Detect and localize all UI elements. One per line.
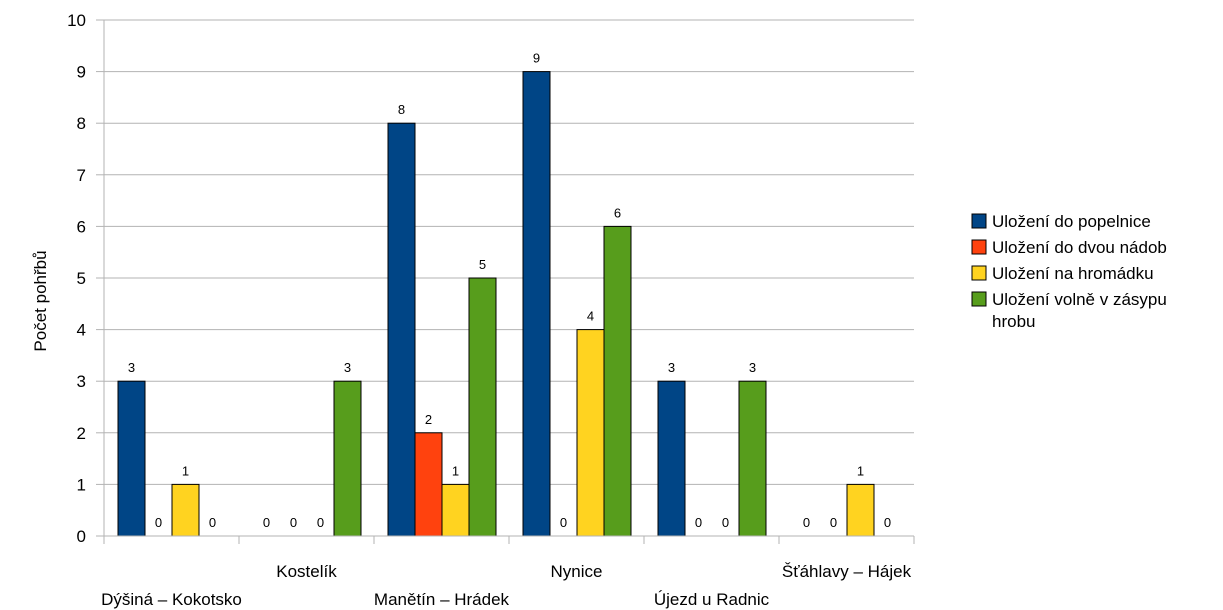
data-label: 8 — [398, 102, 405, 117]
data-label: 0 — [209, 515, 216, 530]
bar — [468, 277, 497, 537]
legend-label: Uložení do dvou nádob — [992, 238, 1167, 257]
category-labels: Dýšiná – Kokotsko Kostelík Manětín – Hráde… — [101, 562, 912, 609]
data-label: 0 — [290, 515, 297, 530]
data-label: 0 — [803, 515, 810, 530]
data-label: 1 — [182, 463, 189, 478]
data-label: 3 — [344, 360, 351, 375]
y-tick-label: 4 — [77, 321, 86, 340]
category-label: Šťáhlavy – Hájek — [782, 562, 912, 581]
bar — [117, 380, 146, 537]
data-label: 4 — [587, 309, 594, 324]
data-label: 0 — [560, 515, 567, 530]
data-label: 5 — [479, 257, 486, 272]
bar — [603, 225, 632, 537]
data-label: 0 — [155, 515, 162, 530]
y-tick-label: 1 — [77, 475, 86, 494]
bar — [846, 483, 875, 537]
y-tick-label: 0 — [77, 527, 86, 546]
y-tick-label: 9 — [77, 63, 86, 82]
bar — [738, 380, 767, 537]
data-label: 0 — [722, 515, 729, 530]
bars — [117, 71, 875, 537]
y-tick-label: 3 — [77, 372, 86, 391]
data-label: 3 — [668, 360, 675, 375]
data-label: 1 — [857, 463, 864, 478]
bar — [522, 71, 551, 537]
data-labels: 3 0 8 9 3 0 0 0 2 0 0 0 1 0 1 4 0 1 0 3 5 6 3 0 — [128, 51, 891, 530]
bar — [657, 380, 686, 537]
legend-swatch — [971, 291, 987, 307]
bar — [576, 329, 605, 537]
legend-swatch — [971, 213, 987, 229]
category-label: Újezd u Radnic — [654, 590, 770, 609]
data-label: 3 — [749, 360, 756, 375]
legend-label: Uložení na hromádku — [992, 264, 1154, 283]
category-label: Manětín – Hrádek — [374, 590, 510, 609]
data-label: 0 — [263, 515, 270, 530]
y-tick-label: 10 — [67, 11, 86, 30]
bar — [387, 122, 416, 537]
category-label: Nynice — [551, 562, 603, 581]
axes — [96, 19, 915, 544]
data-label: 6 — [614, 205, 621, 220]
bar — [171, 483, 200, 537]
data-label: 0 — [695, 515, 702, 530]
bar — [333, 380, 362, 537]
data-label: 3 — [128, 360, 135, 375]
legend-swatch — [971, 239, 987, 255]
data-label: 9 — [533, 51, 540, 66]
data-label: 2 — [425, 412, 432, 427]
legend-swatch — [971, 265, 987, 281]
legend-label: Uložení volně v zásypu hrobu — [992, 290, 1167, 331]
y-tick-labels: 0 1 2 3 4 5 6 7 8 9 10 — [67, 11, 86, 546]
bar — [414, 432, 443, 537]
category-label: Kostelík — [276, 562, 337, 581]
category-label: Dýšiná – Kokotsko — [101, 590, 242, 609]
legend-label: Uložení do popelnice — [992, 212, 1151, 231]
y-tick-label: 7 — [77, 166, 86, 185]
y-tick-label: 8 — [77, 114, 86, 133]
legend: Uložení do popelnice Uložení do dvou nádo… — [971, 212, 1167, 331]
y-tick-label: 6 — [77, 217, 86, 236]
y-tick-label: 2 — [77, 424, 86, 443]
y-axis-title: Počet pohřbů — [31, 250, 50, 351]
bar — [441, 483, 470, 537]
data-label: 0 — [317, 515, 324, 530]
y-tick-label: 5 — [77, 269, 86, 288]
data-label: 1 — [452, 463, 459, 478]
data-label: 0 — [884, 515, 891, 530]
data-label: 0 — [830, 515, 837, 530]
gridlines — [104, 19, 914, 485]
